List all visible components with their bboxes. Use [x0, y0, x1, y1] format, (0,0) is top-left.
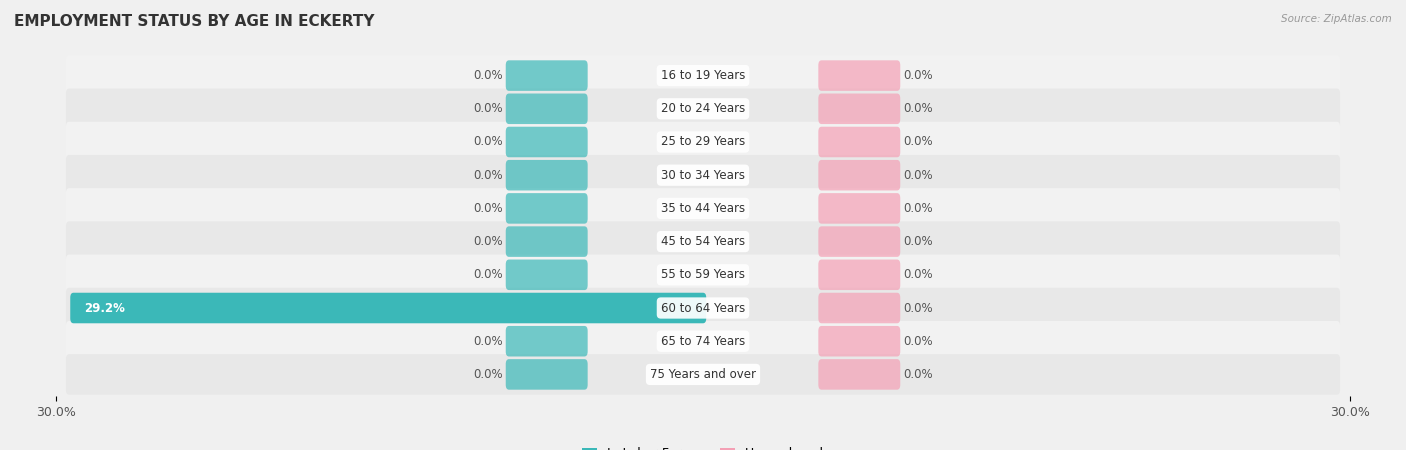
Text: 0.0%: 0.0%	[472, 69, 502, 82]
FancyBboxPatch shape	[506, 260, 588, 290]
Text: 0.0%: 0.0%	[472, 102, 502, 115]
Text: 0.0%: 0.0%	[904, 169, 934, 182]
Text: 0.0%: 0.0%	[472, 335, 502, 348]
FancyBboxPatch shape	[818, 94, 900, 124]
Text: 0.0%: 0.0%	[472, 135, 502, 148]
FancyBboxPatch shape	[66, 354, 1340, 395]
Text: 0.0%: 0.0%	[904, 368, 934, 381]
FancyBboxPatch shape	[506, 94, 588, 124]
FancyBboxPatch shape	[506, 60, 588, 91]
Text: 45 to 54 Years: 45 to 54 Years	[661, 235, 745, 248]
FancyBboxPatch shape	[70, 293, 706, 323]
FancyBboxPatch shape	[66, 55, 1340, 96]
FancyBboxPatch shape	[66, 122, 1340, 162]
Text: 25 to 29 Years: 25 to 29 Years	[661, 135, 745, 148]
FancyBboxPatch shape	[66, 321, 1340, 361]
FancyBboxPatch shape	[66, 188, 1340, 229]
Text: 29.2%: 29.2%	[84, 302, 125, 315]
Text: 16 to 19 Years: 16 to 19 Years	[661, 69, 745, 82]
Text: 20 to 24 Years: 20 to 24 Years	[661, 102, 745, 115]
Text: 0.0%: 0.0%	[904, 302, 934, 315]
Text: 0.0%: 0.0%	[904, 69, 934, 82]
Text: EMPLOYMENT STATUS BY AGE IN ECKERTY: EMPLOYMENT STATUS BY AGE IN ECKERTY	[14, 14, 374, 28]
Text: 65 to 74 Years: 65 to 74 Years	[661, 335, 745, 348]
Text: 0.0%: 0.0%	[904, 202, 934, 215]
Text: 0.0%: 0.0%	[472, 268, 502, 281]
FancyBboxPatch shape	[818, 160, 900, 190]
Text: 75 Years and over: 75 Years and over	[650, 368, 756, 381]
FancyBboxPatch shape	[506, 127, 588, 157]
FancyBboxPatch shape	[818, 127, 900, 157]
Legend: In Labor Force, Unemployed: In Labor Force, Unemployed	[576, 442, 830, 450]
FancyBboxPatch shape	[66, 89, 1340, 129]
FancyBboxPatch shape	[66, 221, 1340, 262]
FancyBboxPatch shape	[506, 326, 588, 356]
FancyBboxPatch shape	[818, 60, 900, 91]
Text: 60 to 64 Years: 60 to 64 Years	[661, 302, 745, 315]
FancyBboxPatch shape	[818, 226, 900, 257]
FancyBboxPatch shape	[66, 155, 1340, 195]
Text: 30 to 34 Years: 30 to 34 Years	[661, 169, 745, 182]
Text: 0.0%: 0.0%	[904, 268, 934, 281]
Text: 0.0%: 0.0%	[472, 202, 502, 215]
Text: 0.0%: 0.0%	[904, 335, 934, 348]
Text: 35 to 44 Years: 35 to 44 Years	[661, 202, 745, 215]
FancyBboxPatch shape	[506, 160, 588, 190]
Text: Source: ZipAtlas.com: Source: ZipAtlas.com	[1281, 14, 1392, 23]
Text: 0.0%: 0.0%	[472, 235, 502, 248]
FancyBboxPatch shape	[818, 193, 900, 224]
Text: 55 to 59 Years: 55 to 59 Years	[661, 268, 745, 281]
Text: 0.0%: 0.0%	[904, 102, 934, 115]
FancyBboxPatch shape	[818, 260, 900, 290]
FancyBboxPatch shape	[506, 226, 588, 257]
FancyBboxPatch shape	[818, 293, 900, 323]
FancyBboxPatch shape	[66, 255, 1340, 295]
Text: 0.0%: 0.0%	[472, 169, 502, 182]
FancyBboxPatch shape	[818, 326, 900, 356]
FancyBboxPatch shape	[506, 193, 588, 224]
Text: 0.0%: 0.0%	[472, 368, 502, 381]
FancyBboxPatch shape	[818, 359, 900, 390]
FancyBboxPatch shape	[506, 359, 588, 390]
FancyBboxPatch shape	[66, 288, 1340, 328]
Text: 0.0%: 0.0%	[904, 235, 934, 248]
Text: 0.0%: 0.0%	[904, 135, 934, 148]
